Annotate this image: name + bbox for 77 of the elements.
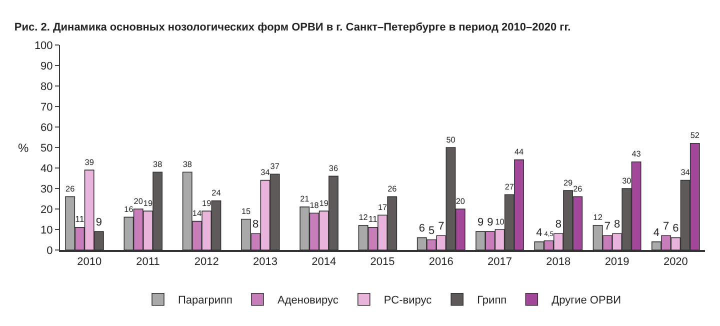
data-label: 34 — [260, 168, 270, 178]
x-tick-label: 2017 — [488, 256, 512, 268]
y-tick-label: 60 — [40, 122, 53, 134]
legend-label: Парагрипп — [178, 294, 232, 307]
data-label: 26 — [573, 184, 583, 194]
legend-label: Грипп — [477, 294, 507, 307]
x-tick-label: 2018 — [546, 256, 571, 268]
data-label: 21 — [300, 194, 310, 204]
y-tick-label: 20 — [40, 204, 53, 216]
y-axis-title: % — [18, 141, 29, 155]
data-label: 6 — [418, 222, 425, 235]
data-label: 20 — [134, 196, 144, 206]
x-tick-label: 2011 — [136, 256, 160, 268]
data-label: 7 — [604, 220, 610, 233]
data-label: 38 — [153, 160, 163, 169]
data-label: 4 — [536, 226, 542, 239]
legend-label: РС-вирус — [384, 294, 432, 307]
data-label: 12 — [358, 213, 368, 222]
data-label: 26 — [388, 184, 398, 194]
data-label: 34 — [680, 168, 690, 178]
data-label: 4 — [653, 226, 660, 239]
data-label: 10 — [495, 217, 505, 226]
data-label: 9 — [96, 216, 102, 229]
data-label: 44 — [514, 148, 524, 157]
x-tick-label: 2012 — [194, 256, 219, 268]
x-tick-label: 2013 — [252, 256, 278, 268]
data-label: 52 — [690, 131, 700, 140]
data-label: 9 — [487, 216, 494, 229]
legend-label: Другие ОРВИ — [552, 294, 622, 307]
data-label: 38 — [182, 160, 192, 169]
data-label: 12 — [593, 213, 603, 222]
y-tick-label: 0 — [46, 244, 53, 257]
data-label: 27 — [504, 182, 514, 192]
chart-title: Рис. 2. Динамика основных нозологических форм ОРВИ в г. Санкт–Петербурге в период 2010–2020 гг. — [14, 22, 571, 34]
data-label: 37 — [270, 162, 280, 171]
data-label: 7 — [663, 220, 670, 233]
data-label: 24 — [212, 188, 222, 198]
data-label: 26 — [66, 184, 76, 194]
data-label: 14 — [192, 209, 202, 218]
data-label: 11 — [75, 214, 84, 224]
data-label: 19 — [319, 198, 329, 208]
data-label: 20 — [456, 196, 466, 206]
data-label: 8 — [555, 218, 562, 231]
x-tick-label: 2019 — [604, 256, 630, 268]
data-label: 7 — [438, 220, 444, 233]
data-label: 50 — [446, 135, 456, 144]
data-label: 8 — [252, 218, 259, 231]
y-tick-label: 10 — [40, 224, 53, 236]
data-label: 17 — [378, 202, 388, 212]
x-tick-label: 2010 — [77, 256, 102, 268]
y-tick-label: 70 — [40, 101, 53, 114]
y-tick-label: 50 — [40, 142, 53, 154]
data-label: 29 — [563, 178, 574, 188]
data-label: 11 — [368, 214, 378, 224]
data-label: 6 — [672, 222, 679, 235]
data-label: 39 — [84, 158, 94, 167]
x-tick-label: 2016 — [428, 256, 454, 268]
data-label: 19 — [202, 198, 212, 208]
x-tick-label: 2015 — [370, 256, 395, 268]
data-label: 16 — [124, 204, 134, 214]
x-tick-label: 2020 — [663, 256, 688, 268]
data-label: 30 — [622, 176, 632, 186]
data-label: 8 — [614, 218, 620, 231]
y-tick-label: 100 — [34, 40, 53, 52]
data-label: 36 — [328, 164, 338, 173]
y-tick-label: 40 — [40, 162, 53, 175]
data-label: 5 — [428, 224, 435, 237]
legend-label: Аденовирус — [277, 294, 339, 307]
data-label: 15 — [241, 207, 251, 216]
y-tick-label: 90 — [40, 60, 53, 72]
data-label: 19 — [143, 198, 153, 208]
data-label: 43 — [632, 150, 642, 159]
y-tick-label: 30 — [40, 183, 53, 196]
data-label: 9 — [477, 216, 484, 229]
data-label: 18 — [310, 200, 320, 210]
x-tick-label: 2014 — [312, 256, 336, 268]
y-tick-label: 80 — [40, 80, 53, 93]
